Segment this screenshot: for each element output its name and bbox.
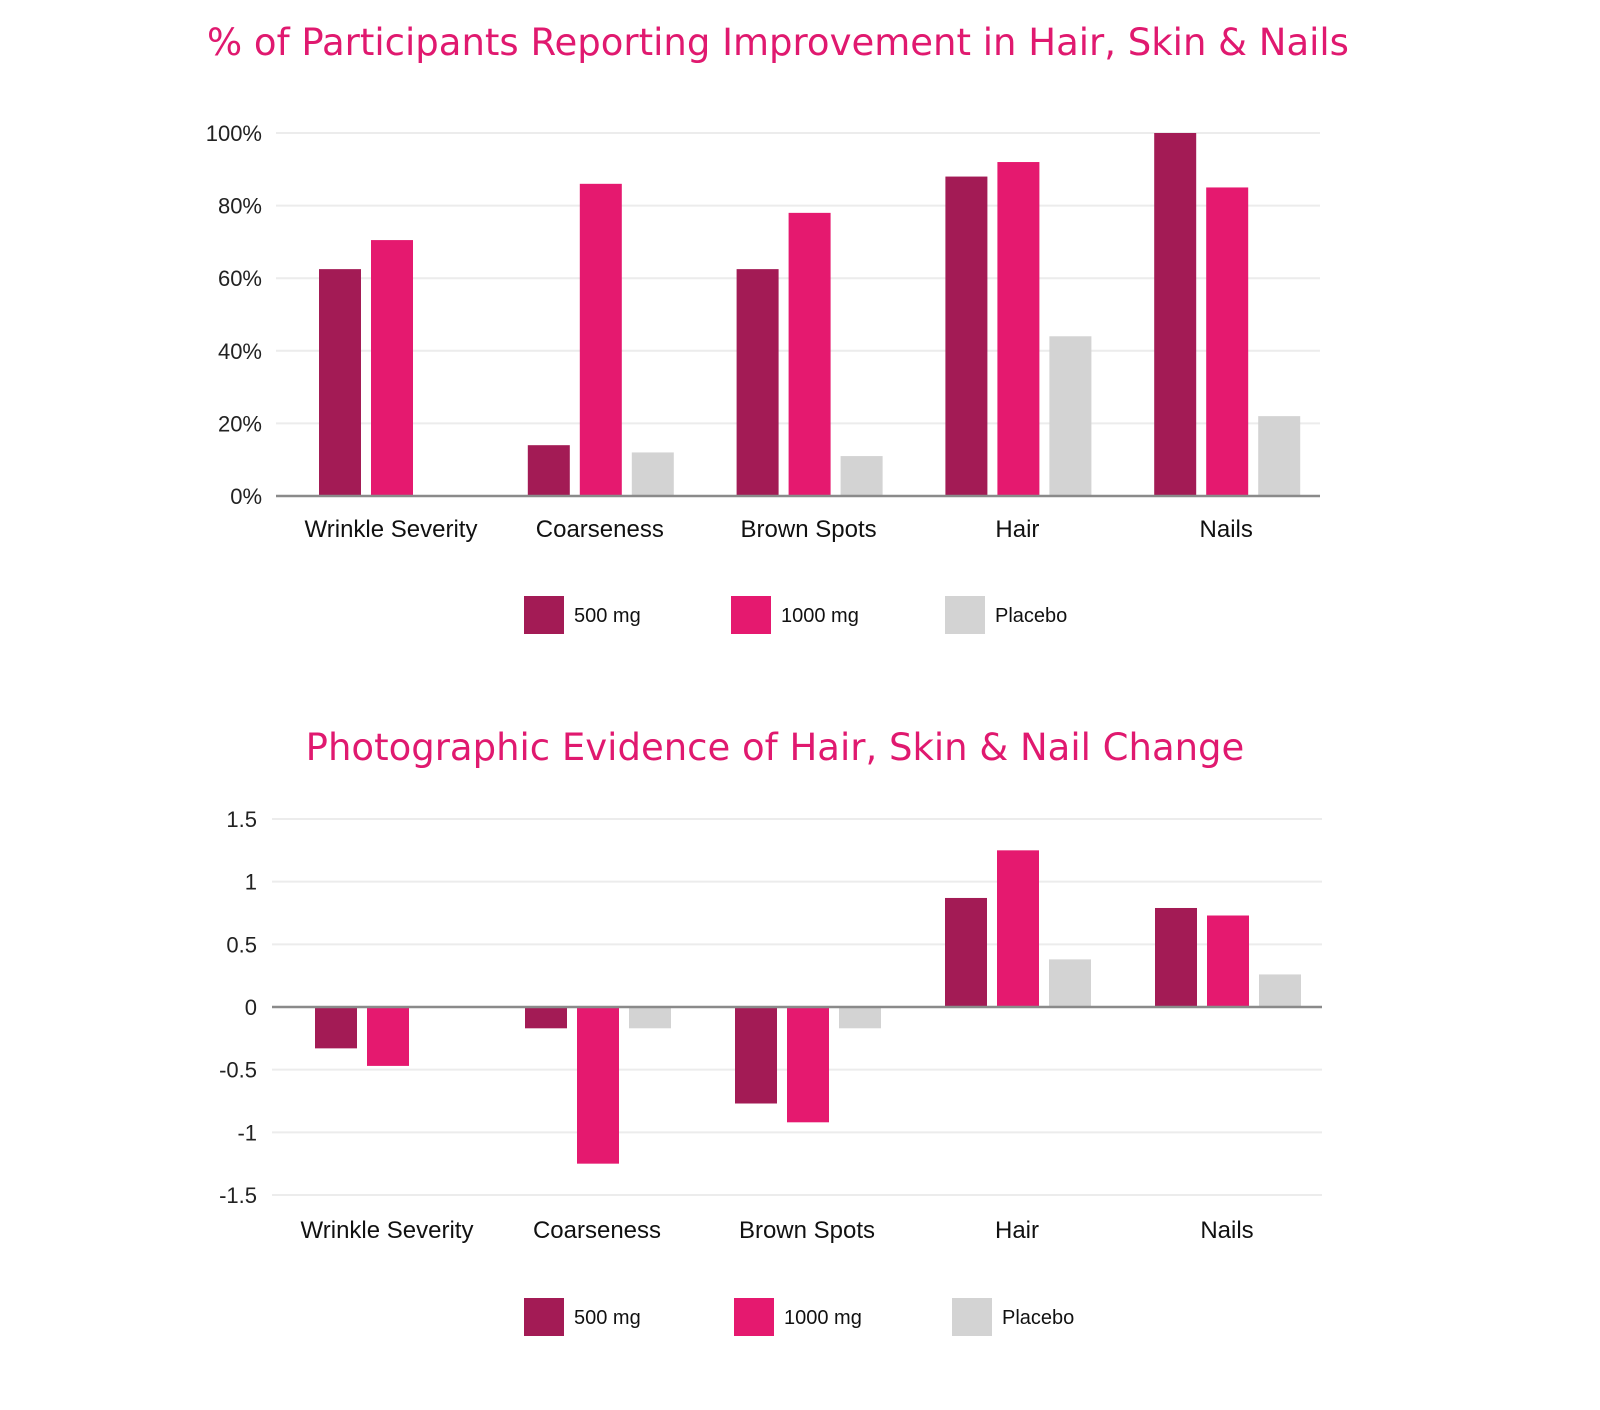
x-category-label: Coarseness bbox=[533, 1217, 661, 1244]
y-tick-label: 0.5 bbox=[226, 932, 257, 957]
bar-500-mg-brown-spots bbox=[736, 269, 779, 496]
bar-500-mg-wrinkle-severity bbox=[319, 269, 361, 496]
legend-swatch-1000-mg bbox=[734, 1298, 774, 1336]
y-tick-label: 40% bbox=[218, 339, 262, 364]
y-tick-label: 80% bbox=[218, 194, 262, 219]
y-tick-label: -1 bbox=[237, 1120, 257, 1145]
bar-500-mg-brown-spots bbox=[735, 1007, 777, 1104]
y-tick-label: 20% bbox=[218, 411, 262, 436]
bar-1000-mg-nails bbox=[1207, 915, 1249, 1007]
bar-1000-mg-wrinkle-severity bbox=[367, 1007, 409, 1066]
bar-placebo-coarseness bbox=[631, 452, 674, 496]
x-category-label: Wrinkle Severity bbox=[301, 1217, 474, 1244]
bar-placebo-hair bbox=[1049, 336, 1092, 496]
y-tick-label: 1.5 bbox=[226, 807, 257, 832]
bar-1000-mg-hair bbox=[997, 850, 1039, 1007]
bar-placebo-coarseness bbox=[629, 1007, 671, 1029]
y-tick-label: 0 bbox=[245, 995, 257, 1020]
x-category-label: Brown Spots bbox=[739, 1217, 875, 1244]
y-tick-label: 1 bbox=[245, 870, 257, 895]
y-tick-label: -0.5 bbox=[219, 1058, 257, 1083]
x-category-label: Nails bbox=[1200, 1217, 1253, 1244]
bar-placebo-brown-spots bbox=[840, 456, 883, 496]
legend-label: 1000 mg bbox=[784, 1307, 862, 1329]
bar-500-mg-coarseness bbox=[525, 1007, 567, 1029]
legend-label: 500 mg bbox=[574, 605, 641, 627]
bar-placebo-hair bbox=[1049, 959, 1091, 1007]
chart-title: % of Participants Reporting Improvement … bbox=[207, 21, 1349, 64]
bar-1000-mg-coarseness bbox=[577, 1007, 619, 1164]
legend-swatch-500-mg bbox=[524, 596, 564, 634]
bar-500-mg-nails bbox=[1154, 133, 1197, 496]
bar-500-mg-coarseness bbox=[527, 445, 570, 496]
bar-1000-mg-nails bbox=[1206, 187, 1249, 496]
legend-swatch-placebo bbox=[952, 1298, 992, 1336]
x-category-label: Hair bbox=[995, 516, 1039, 543]
bar-500-mg-hair bbox=[945, 897, 987, 1007]
bar-1000-mg-coarseness bbox=[579, 183, 622, 496]
bar-placebo-nails bbox=[1258, 416, 1301, 496]
legend-label: Placebo bbox=[1002, 1307, 1074, 1329]
y-tick-label: 100% bbox=[206, 121, 262, 146]
chart-title: Photographic Evidence of Hair, Skin & Na… bbox=[306, 726, 1245, 769]
bar-1000-mg-hair bbox=[997, 162, 1040, 497]
y-tick-label: 60% bbox=[218, 266, 262, 291]
photographic-evidence-bar-chart: Photographic Evidence of Hair, Skin & Na… bbox=[219, 726, 1322, 1336]
y-tick-label: -1.5 bbox=[219, 1183, 257, 1208]
legend-label: Placebo bbox=[995, 605, 1067, 627]
y-tick-label: 0% bbox=[230, 484, 262, 509]
bar-500-mg-hair bbox=[945, 176, 988, 496]
bar-1000-mg-wrinkle-severity bbox=[371, 240, 413, 496]
x-category-label: Nails bbox=[1200, 516, 1253, 543]
bar-1000-mg-brown-spots bbox=[787, 1007, 829, 1123]
bar-500-mg-wrinkle-severity bbox=[315, 1007, 357, 1049]
bar-500-mg-nails bbox=[1155, 907, 1197, 1007]
x-category-label: Wrinkle Severity bbox=[305, 516, 478, 543]
legend-label: 500 mg bbox=[574, 1307, 641, 1329]
legend-swatch-500-mg bbox=[524, 1298, 564, 1336]
legend-label: 1000 mg bbox=[781, 605, 859, 627]
x-category-label: Coarseness bbox=[536, 516, 664, 543]
legend-swatch-1000-mg bbox=[731, 596, 771, 634]
x-category-label: Hair bbox=[995, 1217, 1039, 1244]
bar-placebo-brown-spots bbox=[839, 1007, 881, 1029]
improvement-bar-chart: % of Participants Reporting Improvement … bbox=[206, 21, 1349, 634]
bar-1000-mg-brown-spots bbox=[788, 212, 831, 497]
x-category-label: Brown Spots bbox=[741, 516, 877, 543]
legend-swatch-placebo bbox=[945, 596, 985, 634]
bar-placebo-nails bbox=[1259, 974, 1301, 1007]
